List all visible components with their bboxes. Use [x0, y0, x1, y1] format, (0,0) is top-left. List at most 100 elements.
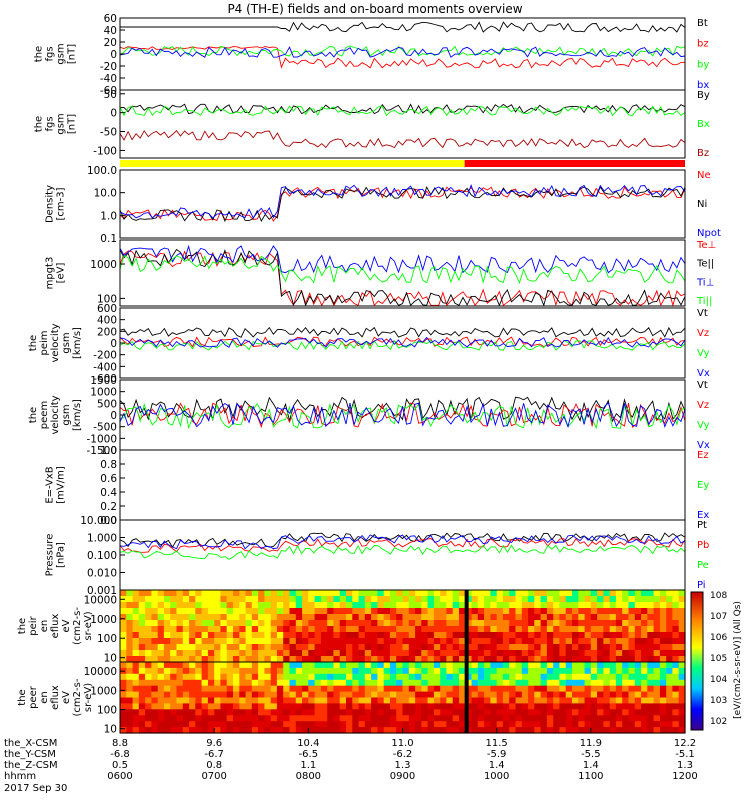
- heatmap-cell: [182, 721, 190, 728]
- heatmap-cell: [358, 656, 366, 663]
- heatmap-cell: [270, 709, 278, 716]
- heatmap-cell: [276, 608, 284, 615]
- heatmap-cell: [572, 590, 579, 597]
- heatmap-cell: [421, 679, 429, 687]
- heatmap-cell: [346, 638, 353, 645]
- heatmap-cell: [678, 644, 686, 651]
- heatmap-cell: [553, 721, 561, 728]
- heatmap-cell: [302, 703, 309, 710]
- heatmap-cell: [151, 691, 159, 699]
- chart-title: P4 (TH-E) fields and on-board moments ov…: [227, 2, 522, 16]
- heatmap-cell: [528, 620, 535, 627]
- heatmap-cell: [270, 590, 278, 597]
- y-label-line: eflux: [50, 614, 61, 639]
- heatmap-cell: [590, 673, 598, 681]
- heatmap-cell: [534, 721, 542, 728]
- heatmap-cell: [270, 656, 278, 663]
- heatmap-cell: [283, 727, 291, 734]
- series-line-bz: [119, 129, 686, 149]
- heatmap-cell: [572, 596, 579, 603]
- heatmap-cell: [182, 626, 190, 633]
- heatmap-cell: [327, 638, 335, 645]
- heatmap-cell: [502, 638, 510, 645]
- heatmap-cell: [364, 608, 372, 615]
- heatmap-cell: [377, 614, 385, 621]
- heatmap-cell: [346, 590, 353, 597]
- heatmap-cell: [659, 662, 667, 669]
- heatmap-cell: [320, 715, 328, 722]
- heatmap-cell: [609, 656, 617, 663]
- legend-entry: Vt: [697, 380, 708, 391]
- heatmap-cell: [339, 697, 347, 704]
- heatmap-cell: [314, 703, 322, 710]
- colorbar-label: [eV/(cm2-s-sr-eV)] (All Qs): [733, 601, 743, 719]
- heatmap-cell: [465, 596, 473, 603]
- heatmap-cell: [465, 703, 473, 710]
- heatmap-cell: [239, 691, 247, 699]
- heatmap-cell: [245, 644, 253, 651]
- heatmap-cell: [540, 703, 548, 710]
- heatmap-cell: [609, 691, 617, 699]
- heatmap-cell: [182, 596, 190, 603]
- heatmap-cell: [628, 721, 636, 728]
- heatmap-cell: [546, 608, 554, 615]
- heatmap-cell: [182, 673, 190, 681]
- heatmap-cell: [546, 709, 554, 716]
- heatmap-cell: [496, 602, 504, 609]
- heatmap-cell: [214, 620, 222, 627]
- heatmap-cell: [559, 673, 567, 681]
- heatmap-cell: [176, 614, 184, 621]
- y-label-line: [nT]: [67, 44, 78, 64]
- heatmap-cell: [421, 644, 429, 651]
- heatmap-cell: [647, 727, 655, 734]
- heatmap-cell: [609, 626, 617, 633]
- heatmap-cell: [452, 685, 460, 693]
- heatmap-cell: [270, 691, 278, 699]
- heatmap-cell: [295, 662, 303, 669]
- heatmap-cell: [364, 614, 372, 621]
- heatmap-cell: [364, 638, 372, 645]
- heatmap-cell: [396, 667, 404, 675]
- heatmap-cell: [302, 650, 309, 657]
- heatmap-cell: [157, 703, 165, 710]
- ephem-value: 0600: [107, 771, 132, 782]
- heatmap-cell: [572, 662, 579, 669]
- heatmap-cell: [283, 703, 291, 710]
- heatmap-cell: [383, 608, 391, 615]
- heatmap-cell: [120, 638, 127, 645]
- y-axis-label: the peir en eflux eV (cm2-s-sr-eV): [17, 607, 94, 645]
- heatmap-cell: [251, 596, 259, 603]
- heatmap-cell: [553, 715, 561, 722]
- heatmap-cell: [659, 721, 667, 728]
- heatmap-cell: [471, 673, 479, 681]
- heatmap-cell: [490, 620, 498, 627]
- heatmap-cell: [471, 596, 479, 603]
- heatmap-cell: [659, 691, 667, 699]
- heatmap-cell: [120, 644, 127, 651]
- heatmap-cell: [151, 685, 159, 693]
- heatmap-cell: [207, 667, 215, 675]
- y-label-line: eV: [61, 619, 72, 632]
- heatmap-cell: [333, 608, 341, 615]
- heatmap-cell: [597, 644, 604, 651]
- heatmap-cell: [214, 590, 222, 597]
- y-tick-label: 0.001: [87, 585, 117, 597]
- heatmap-cell: [157, 626, 165, 633]
- heatmap-cell: [333, 679, 341, 687]
- heatmap-cell: [659, 632, 667, 639]
- heatmap-cell: [584, 620, 592, 627]
- heatmap-cell: [415, 691, 422, 699]
- heatmap-cell: [590, 632, 598, 639]
- heatmap-cell: [283, 685, 291, 693]
- heatmap-cell: [452, 697, 460, 704]
- heatmap-cell: [352, 727, 360, 734]
- heatmap-cell: [572, 608, 579, 615]
- heatmap-cell: [446, 644, 454, 651]
- heatmap-cell: [170, 667, 178, 675]
- heatmap-cell: [427, 679, 435, 687]
- heatmap-cell: [628, 685, 636, 693]
- heatmap-cell: [490, 709, 498, 716]
- heatmap-cell: [207, 697, 215, 704]
- heatmap-cell: [622, 626, 630, 633]
